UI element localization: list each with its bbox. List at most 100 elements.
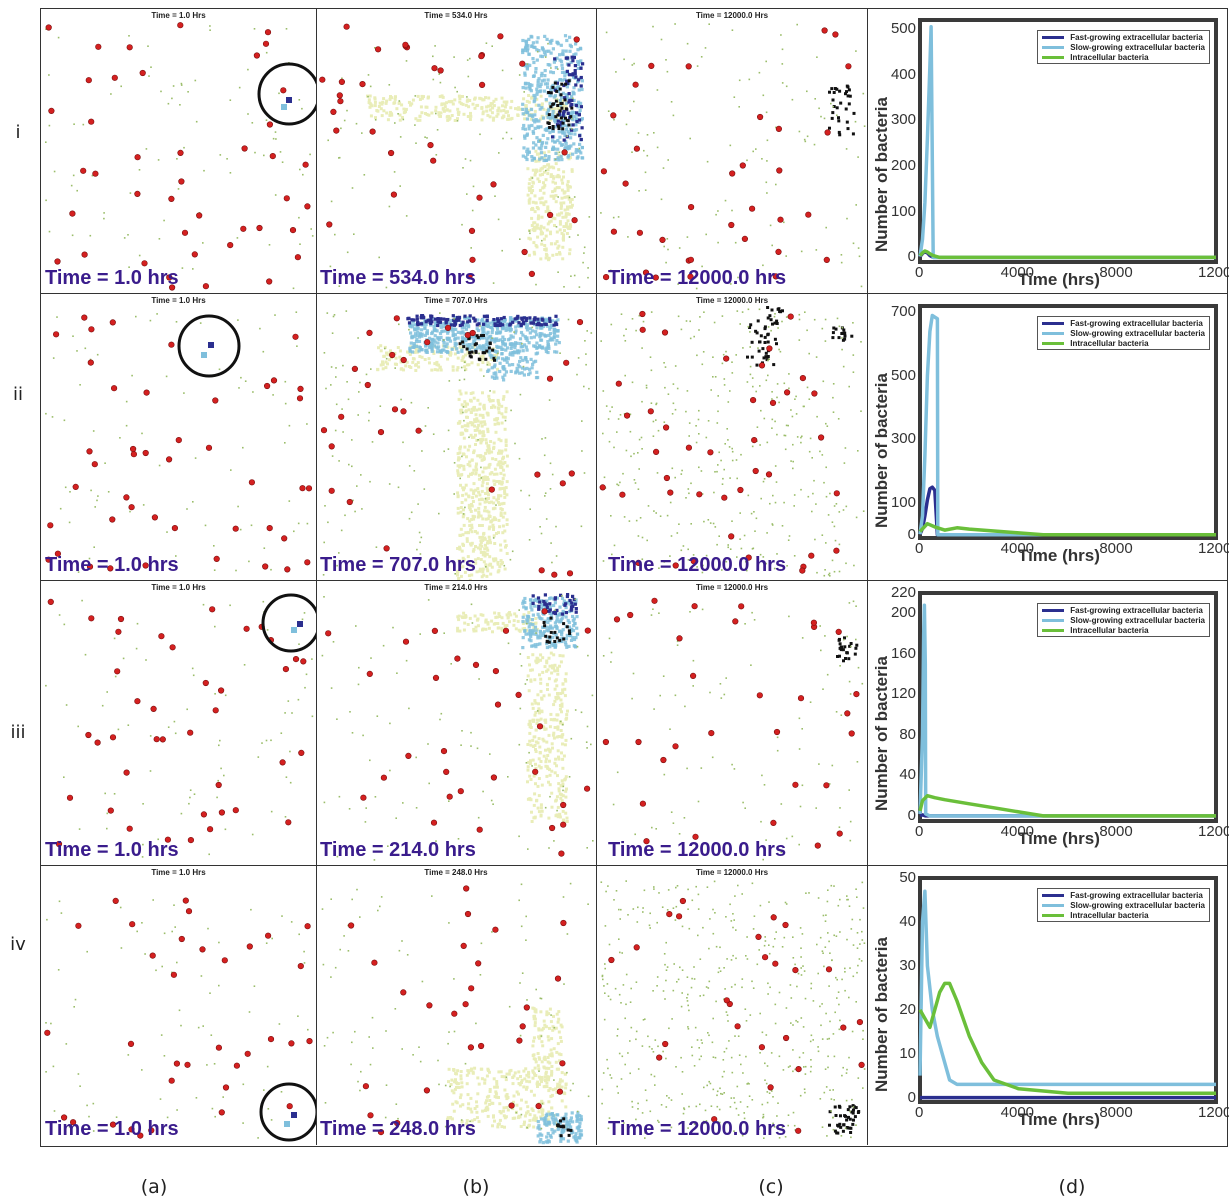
- t-cell-mark: [400, 398, 402, 401]
- slow-bacteria-mark: [538, 157, 542, 161]
- fast-bacteria-mark: [424, 320, 428, 324]
- slow-bacteria-mark: [450, 347, 454, 351]
- chemokine-mark: [495, 472, 499, 476]
- t-cell-mark: [503, 564, 506, 567]
- macrophage-mark: [320, 427, 328, 434]
- chemokine-mark: [459, 562, 462, 565]
- chemokine-mark: [425, 113, 429, 116]
- t-cell-mark: [798, 843, 800, 846]
- chemokine-mark: [509, 117, 513, 121]
- chemokine-mark: [402, 111, 406, 115]
- macrophage-mark: [610, 228, 617, 235]
- t-cell-mark: [544, 56, 547, 58]
- chemokine-mark: [504, 544, 508, 547]
- t-cell-mark: [760, 820, 762, 823]
- fast-bacteria-mark: [473, 319, 477, 323]
- t-cell-mark: [357, 414, 359, 416]
- t-cell-mark: [291, 712, 293, 714]
- slow-bacteria-mark: [430, 349, 434, 353]
- chemokine-mark: [555, 117, 559, 120]
- slow-bacteria-mark: [538, 107, 542, 111]
- slow-bacteria-mark: [291, 630, 294, 633]
- slow-bacteria-mark: [433, 340, 437, 344]
- slow-bacteria-mark: [498, 330, 503, 334]
- chemokine-mark: [487, 496, 490, 500]
- chemokine-mark: [481, 613, 485, 617]
- t-cell-mark: [152, 899, 154, 901]
- slow-bacteria-mark: [490, 375, 494, 379]
- t-cell-mark: [435, 154, 438, 156]
- chemokine-mark: [533, 699, 537, 703]
- chemokine-mark: [539, 658, 542, 662]
- t-cell-mark: [176, 961, 178, 964]
- macrophage-mark: [814, 842, 821, 849]
- macrophage-mark: [45, 24, 52, 31]
- chemokine-mark: [464, 409, 468, 413]
- macrophage-mark: [799, 567, 806, 574]
- caseum-mark: [828, 90, 831, 94]
- t-cell-mark: [723, 378, 726, 380]
- macrophage-mark: [476, 826, 483, 833]
- caseum-mark: [553, 640, 557, 643]
- chemokine-mark: [470, 361, 474, 365]
- slow-bacteria-mark: [524, 107, 528, 111]
- t-cell-mark: [616, 483, 618, 486]
- chemokine-mark: [503, 539, 507, 543]
- t-cell-mark: [195, 1097, 198, 1099]
- slow-bacteria-mark: [564, 128, 568, 132]
- t-cell-mark: [398, 100, 401, 102]
- t-cell-mark: [123, 237, 126, 239]
- t-cell-mark: [790, 409, 792, 411]
- t-cell-mark: [388, 483, 391, 485]
- slow-bacteria-mark: [565, 38, 569, 43]
- t-cell-mark: [432, 78, 435, 81]
- fast-bacteria-mark: [416, 323, 420, 327]
- slow-bacteria-mark: [548, 94, 552, 98]
- slow-bacteria-mark: [521, 50, 525, 55]
- chemokine-mark: [531, 228, 535, 232]
- caseum-mark: [763, 327, 767, 331]
- t-cell-mark: [439, 312, 441, 314]
- t-cell-mark: [855, 605, 857, 607]
- slow-bacteria-mark: [499, 345, 503, 349]
- t-cell-mark: [327, 521, 329, 524]
- chemokine-mark: [394, 356, 398, 360]
- slow-bacteria-mark: [511, 350, 515, 355]
- macrophage-mark: [723, 355, 730, 362]
- slow-bacteria-mark: [519, 341, 523, 346]
- macrophage-mark: [55, 840, 63, 848]
- t-cell-mark: [670, 535, 673, 537]
- t-cell-mark: [731, 459, 734, 462]
- t-cell-mark: [695, 441, 698, 444]
- t-cell-mark: [832, 383, 835, 385]
- chemokine-mark: [475, 531, 479, 535]
- t-cell-mark: [551, 473, 554, 476]
- chemokine-mark: [564, 738, 568, 742]
- macrophage-mark: [497, 33, 504, 40]
- slow-bacteria-mark: [540, 156, 544, 160]
- fast-bacteria-mark: [410, 318, 414, 322]
- slow-bacteria-mark: [553, 140, 557, 144]
- chemokine-mark: [379, 344, 383, 348]
- chemokine-mark: [464, 404, 468, 408]
- t-cell-mark: [247, 113, 249, 115]
- macrophage-mark: [792, 781, 799, 788]
- chemokine-mark: [517, 628, 521, 632]
- t-cell-mark: [677, 283, 679, 285]
- chemokine-mark: [407, 100, 411, 104]
- slow-bacteria-mark: [578, 60, 582, 64]
- t-cell-mark: [69, 491, 71, 493]
- chemokine-mark: [485, 509, 489, 513]
- t-cell-mark: [701, 493, 704, 495]
- t-cell-mark: [743, 534, 746, 537]
- t-cell-mark: [520, 489, 522, 492]
- t-cell-mark: [518, 609, 520, 611]
- macrophage-mark: [53, 331, 60, 338]
- chemokine-mark: [502, 501, 506, 505]
- t-cell-mark: [60, 912, 63, 914]
- slow-bacteria-mark: [533, 643, 537, 647]
- caseum-mark: [766, 306, 770, 309]
- caseum-mark: [779, 310, 782, 314]
- chemokine-mark: [451, 365, 455, 369]
- t-cell-mark: [755, 148, 757, 150]
